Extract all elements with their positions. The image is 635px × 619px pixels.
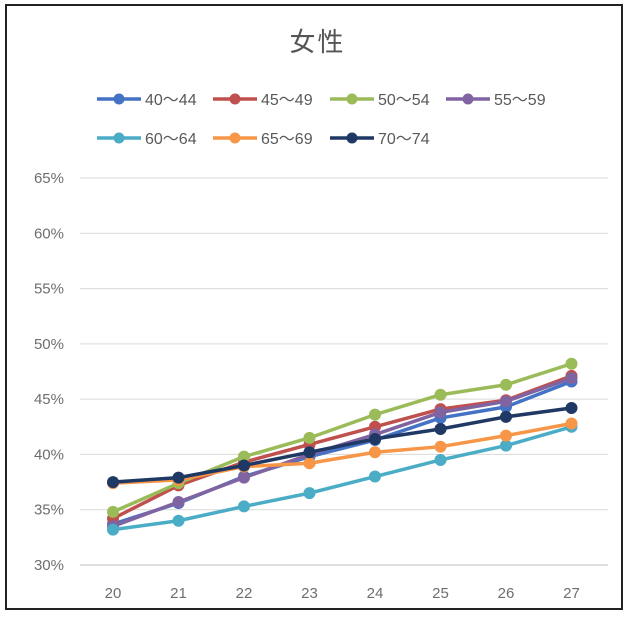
legend-item: 70～74 [330,131,430,148]
data-point [303,457,316,470]
legend-label: 55～59 [494,92,546,109]
x-tick-label: 22 [236,585,253,602]
data-point [369,446,381,459]
chart-title: 女性 [289,28,346,58]
data-point [500,439,512,452]
data-point [238,471,250,484]
legend-item: 65～69 [213,131,313,148]
legend-item: 45～49 [213,92,313,109]
data-point [107,476,119,489]
x-tick-label: 26 [498,585,515,602]
data-point [500,410,512,423]
y-tick-label: 50% [34,336,64,353]
data-point [303,446,316,459]
data-point [238,500,250,513]
legend-marker [462,93,474,105]
data-point [172,471,185,484]
legend-item: 60～64 [97,131,197,148]
data-point [434,453,447,466]
legend-label: 65～69 [261,131,313,148]
x-tick-label: 23 [301,585,318,602]
gridlines [80,177,608,566]
legend-marker [113,132,125,144]
data-point [172,514,185,527]
series-path [112,425,572,532]
legend-marker [113,93,125,105]
legend: 40～44 45～49 50～54 55～59 60～64 65～69 70～74 [97,92,546,148]
legend-marker [346,93,358,105]
series-path [112,421,572,485]
data-point [565,372,578,385]
data-point [434,388,447,401]
x-tick-label: 24 [367,585,384,602]
legend-marker [346,132,358,144]
y-tick-label: 55% [34,281,64,298]
legend-marker [229,132,241,144]
data-point [565,357,578,370]
data-point [369,470,381,483]
data-point [434,422,447,435]
data-point [107,505,119,518]
data-point [565,417,578,430]
y-tick-label: 45% [34,391,64,408]
data-point [238,459,250,472]
data-point [500,395,512,408]
data-point [369,432,381,445]
legend-marker [229,93,241,105]
data-point [434,406,447,419]
legend-label: 50～54 [378,92,430,109]
data-point [369,408,381,421]
x-axis-ticks: 20 21 22 23 24 25 26 27 [105,585,580,602]
y-tick-label: 60% [34,225,64,242]
data-point [500,378,512,391]
legend-label: 60～64 [145,131,197,148]
legend-label: 70～74 [378,131,430,148]
legend-item: 50～54 [330,92,430,109]
data-point [434,440,447,453]
data-point [172,495,185,508]
data-point [238,450,250,463]
legend-item: 40～44 [97,92,197,109]
x-tick-label: 27 [563,585,580,602]
x-tick-label: 25 [432,585,449,602]
x-tick-label: 20 [105,585,122,602]
legend-item: 55～59 [446,92,546,109]
series-path [112,406,572,484]
data-point [565,401,578,414]
legend-label: 40～44 [145,92,197,109]
data-point [107,523,119,536]
series-lines [107,357,578,536]
series-line [107,401,578,489]
y-tick-label: 30% [34,557,64,574]
legend-label: 45～49 [261,92,313,109]
y-tick-label: 40% [34,446,64,463]
y-tick-label: 35% [34,502,64,519]
data-point [303,431,316,444]
data-point [303,487,316,500]
y-axis-ticks: 30% 35% 40% 45% 50% 55% 60% 65% [34,170,64,574]
y-tick-label: 65% [34,170,64,187]
x-tick-label: 21 [170,585,187,602]
data-point [500,429,512,442]
